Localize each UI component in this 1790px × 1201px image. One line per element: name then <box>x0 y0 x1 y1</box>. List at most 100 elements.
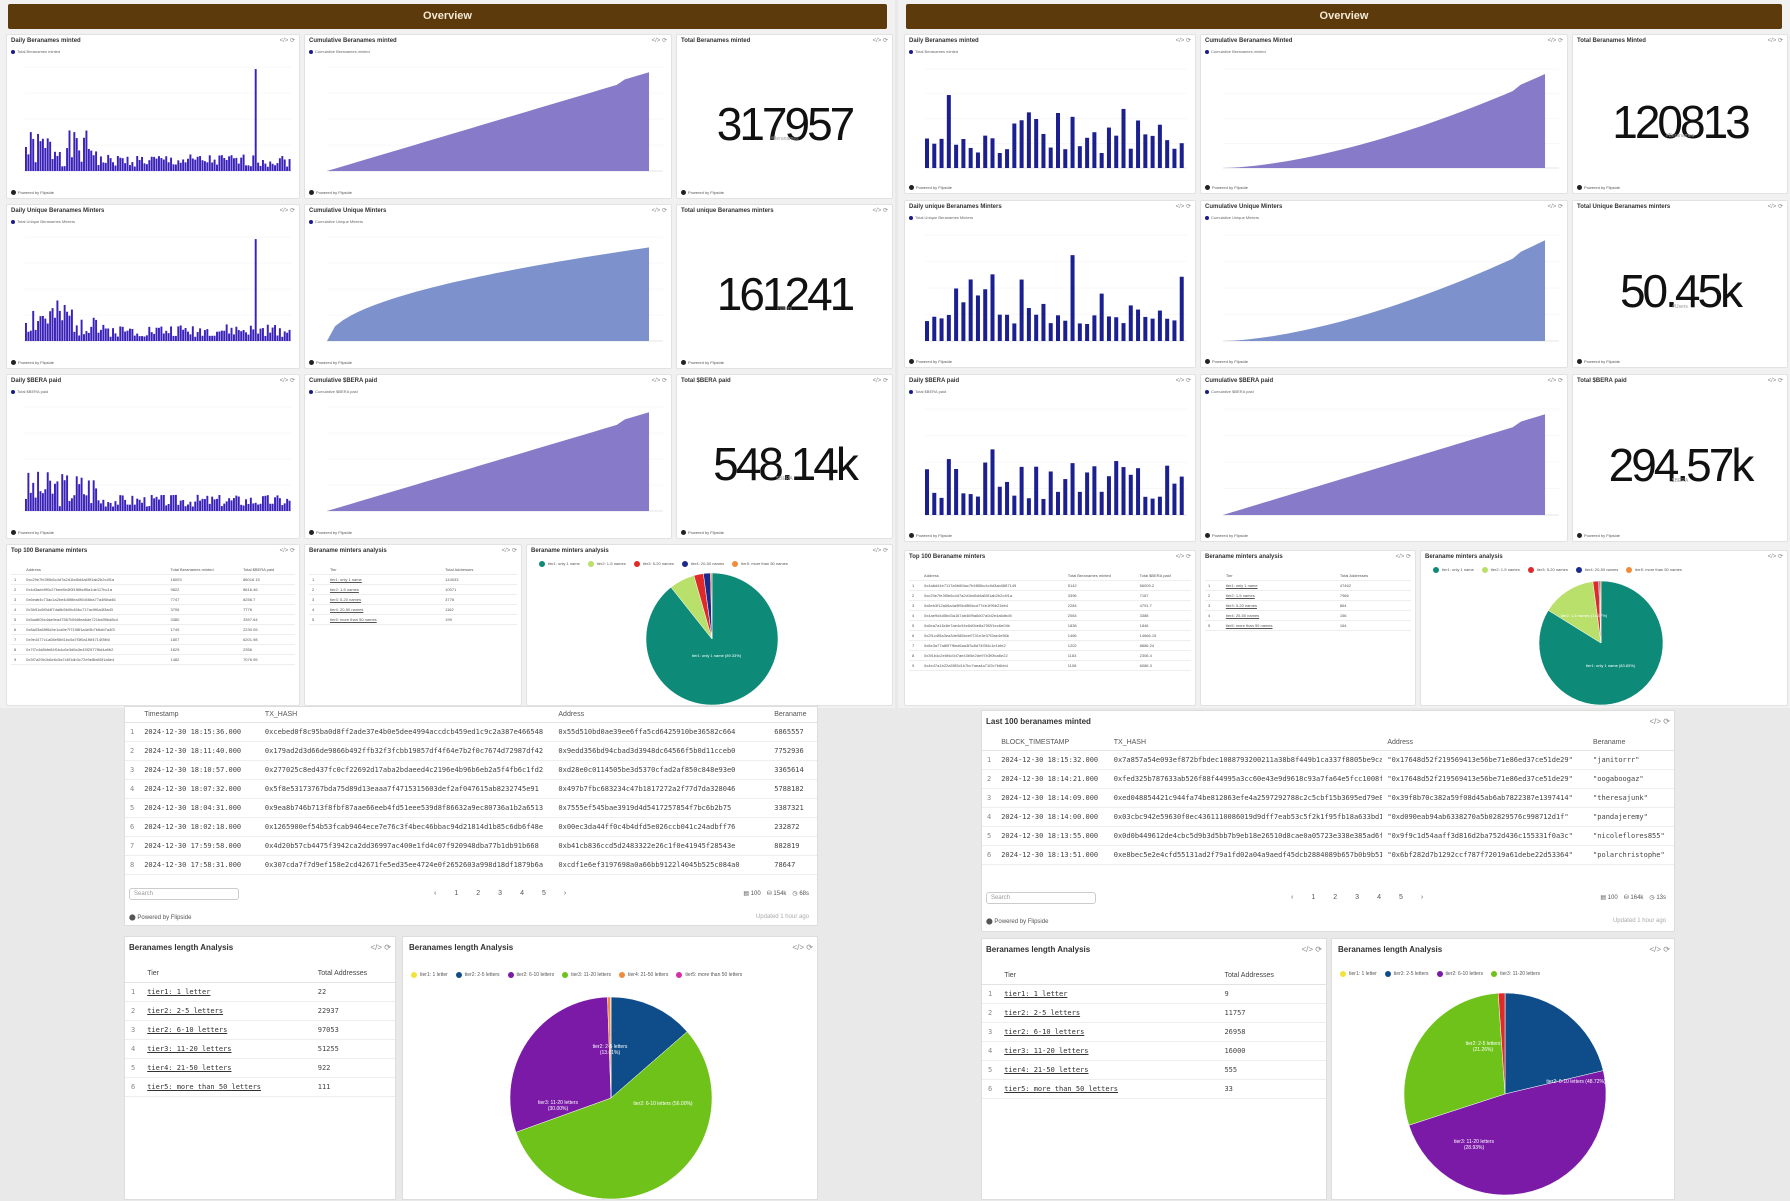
table-cell: 0x4d20b57cb4475f3942ca2dd36997ac400e1fd4… <box>260 837 553 856</box>
table-cell[interactable]: tier3: 5-20 names <box>327 595 442 605</box>
legend-item[interactable]: tier5: more than 50 names <box>724 561 788 566</box>
table-cell[interactable]: tier2: 6-10 letters <box>141 1021 312 1040</box>
legend-item[interactable]: tier2: 6-10 letters <box>500 972 555 978</box>
card-actions-icon[interactable]: </> ⟳ <box>1768 37 1783 44</box>
search-input[interactable]: Search <box>129 888 239 900</box>
table-cell[interactable]: tier1: only 1 name <box>1223 581 1337 591</box>
page-button[interactable]: 4 <box>520 890 524 897</box>
table-cell[interactable]: tier4: 20-50 names <box>327 605 442 615</box>
legend-item[interactable]: tier1: only 1 name <box>1425 567 1474 572</box>
card-actions-icon[interactable]: </> ⟳ <box>1650 717 1671 726</box>
card-actions-icon[interactable]: </> ⟳ <box>1768 553 1783 560</box>
table-cell[interactable]: tier1: 1 letter <box>141 983 312 1002</box>
card-actions-icon[interactable]: </> ⟳ <box>371 943 392 952</box>
page-button[interactable]: 3 <box>498 890 502 897</box>
cumulative-unique-area-chart <box>319 233 663 353</box>
card-actions-icon[interactable]: </> ⟳ <box>873 377 888 384</box>
legend-item[interactable]: tier4: 20-50 names <box>1568 567 1618 572</box>
card-actions-icon[interactable]: </> ⟳ <box>652 37 667 44</box>
card-actions-icon[interactable]: </> ⟳ <box>652 207 667 214</box>
table-cell[interactable]: tier5: more than 50 letters <box>998 1080 1218 1099</box>
card-actions-icon[interactable]: </> ⟳ <box>1176 377 1191 384</box>
legend-item[interactable]: tier1: 1 letter <box>1332 971 1377 977</box>
page-button[interactable]: 5 <box>542 890 546 897</box>
table-cell[interactable]: tier4: 20-50 names <box>1223 611 1337 621</box>
legend-item[interactable]: tier4: 20-50 names <box>674 561 724 566</box>
page-button[interactable]: 2 <box>1333 894 1337 901</box>
bar <box>226 501 228 511</box>
table-cell[interactable]: tier2: 6-10 letters <box>998 1023 1218 1042</box>
legend-item[interactable]: tier3: 5-20 names <box>1520 567 1568 572</box>
legend-item[interactable]: tier3: 11-20 letters <box>554 972 611 978</box>
card-actions-icon[interactable]: </> ⟳ <box>1650 945 1671 954</box>
legend-item[interactable]: tier2: 1-5 names <box>580 561 626 566</box>
pagination[interactable]: ‹ 1 2 3 4 5 › <box>425 890 575 897</box>
card-actions-icon[interactable]: </> ⟳ <box>280 377 295 384</box>
bar <box>160 158 162 171</box>
page-button[interactable]: 2 <box>476 890 480 897</box>
legend-item[interactable]: tier2: 6-10 letters <box>1429 971 1484 977</box>
card-actions-icon[interactable]: </> ⟳ <box>1548 377 1563 384</box>
pagination[interactable]: ‹ 1 2 3 4 5 › <box>1282 894 1432 901</box>
card-actions-icon[interactable]: </> ⟳ <box>652 377 667 384</box>
legend-item[interactable]: tier1: only 1 name <box>531 561 580 566</box>
table-cell[interactable]: tier3: 11-20 letters <box>141 1040 312 1059</box>
next-page-button[interactable]: › <box>1421 894 1423 901</box>
table-cell: "0x6bf282d7b1292ccf787f72019a61debe22d53… <box>1382 846 1588 865</box>
bar <box>122 158 124 171</box>
card-actions-icon[interactable]: </> ⟳ <box>873 207 888 214</box>
table-cell[interactable]: tier1: 1 letter <box>998 985 1218 1004</box>
table-cell[interactable]: tier2: 1-5 names <box>1223 591 1337 601</box>
card-actions-icon[interactable]: </> ⟳ <box>1396 553 1411 560</box>
page-button[interactable]: 3 <box>1355 894 1359 901</box>
legend-item[interactable]: tier5: more than 50 letters <box>668 972 742 978</box>
prev-page-button[interactable]: ‹ <box>1291 894 1293 901</box>
table-cell[interactable]: tier5: more than 50 names <box>327 615 442 625</box>
card-actions-icon[interactable]: </> ⟳ <box>1176 37 1191 44</box>
card-actions-icon[interactable]: </> ⟳ <box>1176 203 1191 210</box>
card-actions-icon[interactable]: </> ⟳ <box>1176 553 1191 560</box>
search-input[interactable]: Search <box>986 892 1096 904</box>
page-button[interactable]: 4 <box>1377 894 1381 901</box>
card-title: Daily Beranames minted <box>11 38 81 44</box>
card-actions-icon[interactable]: </> ⟳ <box>1768 203 1783 210</box>
legend-item[interactable]: tier1: 1 letter <box>403 972 448 978</box>
table-cell: 0x3f7a29b1b6e6c5a7c6f1db3c72e9e8fa50f1a6… <box>23 655 167 665</box>
table-cell[interactable]: tier4: 21-50 letters <box>998 1061 1218 1080</box>
table-cell[interactable]: tier2: 1-5 names <box>327 585 442 595</box>
prev-page-button[interactable]: ‹ <box>434 890 436 897</box>
card-actions-icon[interactable]: </> ⟳ <box>1302 945 1323 954</box>
next-page-button[interactable]: › <box>564 890 566 897</box>
card-actions-icon[interactable]: </> ⟳ <box>1548 203 1563 210</box>
legend-item[interactable]: tier4: 21-50 letters <box>611 972 668 978</box>
legend-item[interactable]: tier3: 11-20 letters <box>1483 971 1540 977</box>
table-cell[interactable]: tier2: 2-5 letters <box>141 1002 312 1021</box>
table-cell[interactable]: tier5: more than 50 letters <box>141 1078 312 1097</box>
legend-item[interactable]: tier2: 2-5 letters <box>1377 971 1429 977</box>
legend-item[interactable]: tier3: 5-20 names <box>626 561 674 566</box>
row-index: 3 <box>909 601 921 611</box>
page-button[interactable]: 5 <box>1399 894 1403 901</box>
card-actions-icon[interactable]: </> ⟳ <box>1768 377 1783 384</box>
table-cell[interactable]: tier1: only 1 name <box>327 575 442 585</box>
legend-item[interactable]: tier2: 1-5 names <box>1474 567 1520 572</box>
card-actions-icon[interactable]: </> ⟳ <box>873 37 888 44</box>
page-button[interactable]: 1 <box>1311 894 1315 901</box>
card-actions-icon[interactable]: </> ⟳ <box>793 943 814 952</box>
card-actions-icon[interactable]: </> ⟳ <box>502 547 517 554</box>
table-cell[interactable]: tier5: more than 50 names <box>1223 621 1337 631</box>
page-button[interactable]: 1 <box>454 890 458 897</box>
table-cell[interactable]: tier2: 2-5 letters <box>998 1004 1218 1023</box>
card-actions-icon[interactable]: </> ⟳ <box>280 207 295 214</box>
card-actions-icon[interactable]: </> ⟳ <box>280 547 295 554</box>
card-actions-icon[interactable]: </> ⟳ <box>873 547 888 554</box>
card-actions-icon[interactable]: </> ⟳ <box>280 37 295 44</box>
card-actions-icon[interactable]: </> ⟳ <box>1548 37 1563 44</box>
legend-item[interactable]: tier2: 2-5 letters <box>448 972 500 978</box>
table-cell[interactable]: tier3: 5-20 names <box>1223 601 1337 611</box>
legend-item[interactable]: tier5: more than 50 names <box>1618 567 1682 572</box>
table-cell[interactable]: tier4: 21-50 letters <box>141 1059 312 1078</box>
table-cell[interactable]: tier3: 11-20 letters <box>998 1042 1218 1061</box>
